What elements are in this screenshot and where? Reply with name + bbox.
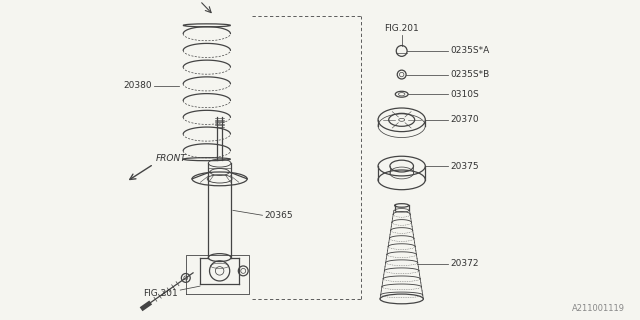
Text: 20375: 20375 (450, 162, 479, 171)
Text: 0235S*B: 0235S*B (450, 70, 489, 79)
Text: FIG.201: FIG.201 (143, 289, 179, 298)
Text: 20372: 20372 (450, 259, 479, 268)
Text: 20380: 20380 (123, 81, 152, 90)
Text: A211001119: A211001119 (572, 304, 625, 313)
Text: FRONT: FRONT (156, 154, 186, 163)
Text: 0235S*A: 0235S*A (450, 46, 489, 55)
Text: 20365: 20365 (264, 211, 293, 220)
Text: 0310S: 0310S (450, 90, 479, 99)
Text: FIG.201: FIG.201 (384, 24, 419, 33)
Text: 20370: 20370 (450, 115, 479, 124)
